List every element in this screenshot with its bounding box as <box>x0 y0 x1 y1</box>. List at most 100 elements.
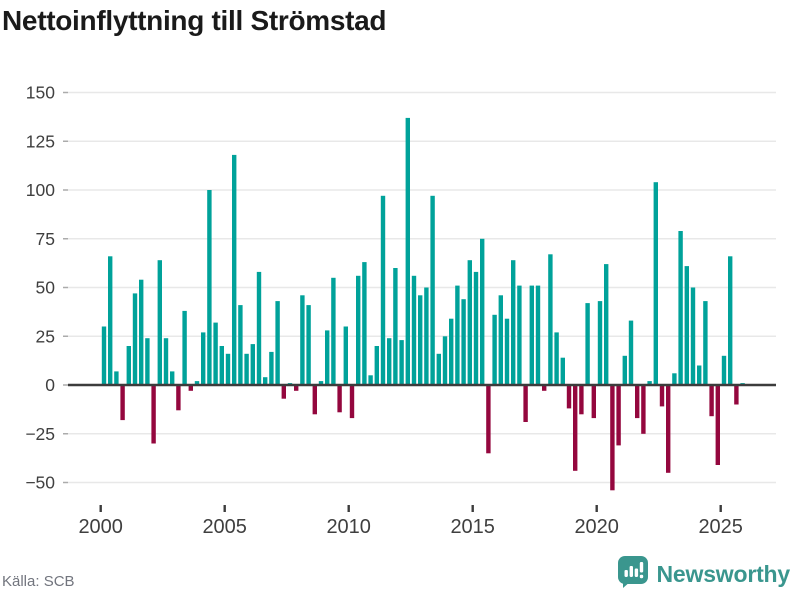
bar <box>418 295 423 385</box>
newsworthy-logo-icon <box>617 555 649 594</box>
bar <box>424 287 429 385</box>
bar <box>535 285 541 386</box>
newsworthy-brand[interactable]: Newsworthy <box>617 555 790 594</box>
bar <box>331 277 336 386</box>
newsworthy-logo-icon-svg <box>617 556 648 588</box>
bar <box>219 346 224 385</box>
bar <box>343 326 348 385</box>
bar <box>734 385 739 405</box>
bar <box>672 373 677 385</box>
bar <box>374 346 379 385</box>
chart-title: Nettoinflyttning till Strömstad <box>2 5 387 36</box>
newsworthy-logo-text: Newsworthy <box>656 561 791 587</box>
bar <box>728 256 733 385</box>
bar <box>610 385 615 491</box>
x-tick-label: 2025 <box>698 516 743 538</box>
y-tick-label: 25 <box>36 326 55 346</box>
bar <box>480 238 485 386</box>
chart-footer: Källa: SCB Newsworthy <box>0 554 800 600</box>
bar <box>585 303 590 385</box>
y-tick-label: −25 <box>25 424 55 444</box>
bar <box>715 385 720 465</box>
bar <box>349 385 355 419</box>
bar <box>275 301 280 385</box>
bar <box>337 385 342 413</box>
bar <box>157 260 162 385</box>
y-tick-label: 125 <box>26 131 55 151</box>
bar <box>542 385 547 391</box>
bar <box>622 355 627 386</box>
bar <box>548 254 553 385</box>
bar <box>511 260 516 385</box>
bar <box>573 385 578 471</box>
bar <box>486 385 491 454</box>
x-tick-label: 2000 <box>78 516 123 538</box>
bar <box>709 385 714 417</box>
bar <box>120 385 125 421</box>
bar <box>213 322 218 385</box>
bar <box>362 262 367 385</box>
bar <box>703 301 708 385</box>
bar <box>145 338 150 385</box>
bar <box>256 271 262 385</box>
bar <box>461 299 466 385</box>
y-tick-label: 0 <box>45 375 55 395</box>
bar <box>430 195 435 385</box>
x-tick-label: 2015 <box>450 516 495 538</box>
y-tick-label: 75 <box>36 229 55 249</box>
bar <box>393 268 398 385</box>
bar <box>523 385 528 422</box>
x-tick-label: 2005 <box>202 516 247 538</box>
bar <box>250 344 255 385</box>
bar <box>554 332 559 385</box>
bar <box>399 340 404 385</box>
bar <box>455 285 460 386</box>
bar <box>647 381 652 385</box>
bar <box>163 338 169 385</box>
bar <box>467 260 472 385</box>
bar <box>114 371 119 386</box>
bar <box>697 365 702 385</box>
bar <box>232 154 237 385</box>
bar <box>405 117 410 386</box>
bar <box>244 353 249 385</box>
bar <box>108 256 113 385</box>
bar <box>194 381 200 385</box>
bar <box>635 385 640 419</box>
bar <box>170 371 175 386</box>
y-tick-label: 50 <box>36 278 56 298</box>
bar <box>225 353 231 385</box>
bar <box>132 293 138 385</box>
bar <box>176 385 181 411</box>
y-tick-label: −50 <box>25 473 55 493</box>
bar <box>449 318 454 385</box>
bar <box>560 357 565 385</box>
bar <box>139 279 144 385</box>
bar <box>628 320 634 385</box>
bar <box>666 385 671 473</box>
bar <box>721 355 727 386</box>
bar <box>306 305 311 386</box>
bar <box>387 338 392 385</box>
bar <box>492 314 497 385</box>
bar <box>182 310 187 385</box>
bar <box>207 190 212 385</box>
bar <box>101 326 107 385</box>
bar <box>442 336 448 386</box>
bar <box>616 385 621 446</box>
bar <box>300 295 305 385</box>
bar <box>498 295 503 385</box>
bar <box>591 385 596 419</box>
bar <box>597 301 603 385</box>
bar <box>263 377 268 385</box>
x-tick-label: 2020 <box>574 516 619 538</box>
bar <box>238 305 243 386</box>
bar <box>641 385 646 434</box>
bar <box>126 346 131 385</box>
bar <box>325 330 330 385</box>
bar <box>312 385 317 415</box>
source-label: Källa: SCB <box>2 573 75 590</box>
bar <box>678 231 683 385</box>
